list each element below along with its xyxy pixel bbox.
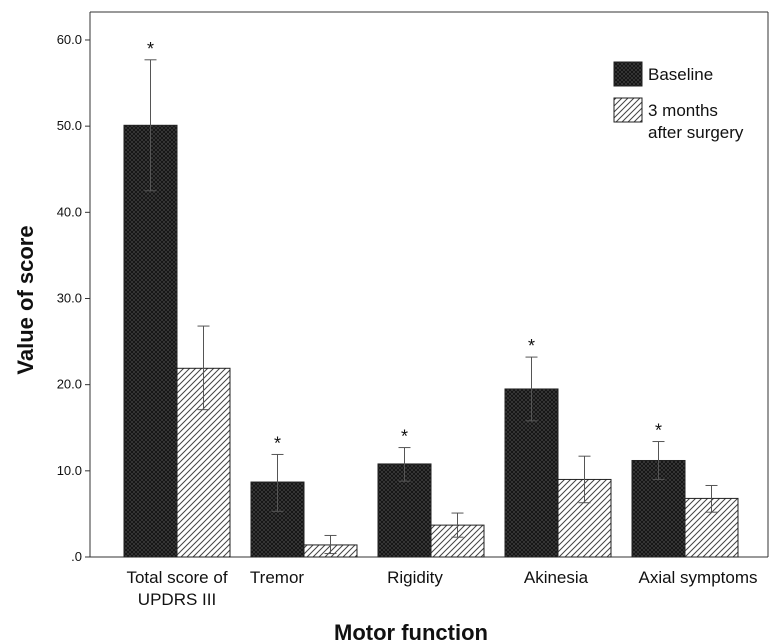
category-label-line: Akinesia [524,568,589,587]
significance-star: * [274,433,281,453]
category-label: Rigidity [387,568,443,587]
category-label: Total score of UPDRS III [126,568,227,609]
legend-swatch [613,61,643,87]
category-label: Tremor [250,568,304,587]
y-tick-label: 10.0 [57,463,82,478]
legend: Baseline 3 months after surgery [613,61,744,142]
category-label-line: Rigidity [387,568,443,587]
significance-star: * [528,336,535,356]
legend-label-line: Baseline [648,65,713,84]
significance-markers: * * * * * [147,39,662,454]
legend-label: 3 months after surgery [648,101,744,142]
category-label-line: Tremor [250,568,304,587]
category-label: Axial symptoms [638,568,757,587]
significance-star: * [655,421,662,441]
legend-label-line: after surgery [648,123,744,142]
error-bars [144,59,718,555]
x-axis-title: Motor function [334,620,488,644]
legend-swatch [613,97,643,123]
y-tick-label: 40.0 [57,204,82,219]
bar [123,124,178,558]
significance-star: * [147,39,154,59]
category-label-line: Axial symptoms [638,568,757,587]
y-tick-label: 20.0 [57,377,82,392]
significance-star: * [401,427,408,447]
legend-label: Baseline [648,65,713,84]
category-label-line: Total score of [126,568,227,587]
y-tick-label: .0 [71,549,82,564]
y-axis-title: Value of score [13,225,38,374]
legend-label-line: 3 months [648,101,718,120]
y-tick-label: 30.0 [57,290,82,305]
category-label-line: UPDRS III [138,590,216,609]
category-label: Akinesia [524,568,589,587]
category-labels: Total score of UPDRS III Tremor Rigidity Aki… [126,568,757,609]
y-tick-label: 50.0 [57,118,82,133]
y-tick-label: 60.0 [57,32,82,47]
y-axis-ticks: .0 10.0 20.0 30.0 40.0 50.0 60.0 [57,32,90,564]
bars [123,124,739,558]
